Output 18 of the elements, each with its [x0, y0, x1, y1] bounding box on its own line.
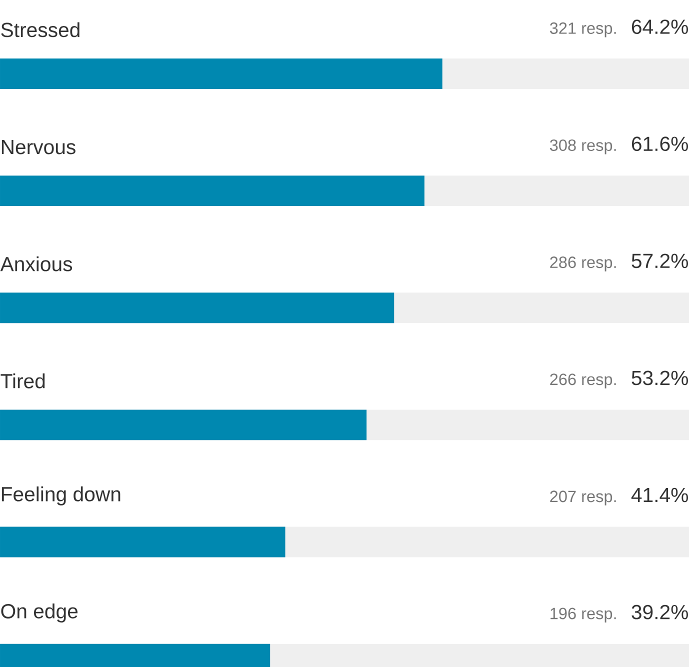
y-tick-label: Nervous [2, 140, 76, 154]
data-label: 61.6% [632, 136, 688, 151]
data-label: 39.2% [632, 604, 688, 620]
data-label: 64.2% [632, 19, 688, 34]
annotation: 207 resp. [550, 490, 616, 506]
data-label: 57.2% [632, 254, 688, 268]
y-tick-label: Stressed [1, 22, 80, 38]
annotation: 321 resp. [550, 22, 616, 38]
y-tick-label: Anxious [0, 256, 72, 272]
data-label: 41.4% [631, 488, 688, 502]
annotation: 266 resp. [550, 373, 616, 388]
y-tick-label: On edge [1, 603, 78, 622]
y-tick-label: Tired [0, 373, 45, 388]
data-label: 53.2% [632, 370, 688, 386]
annotation: 196 resp. [550, 608, 616, 622]
annotation: 286 resp. [550, 256, 616, 272]
annotation: 308 resp. [550, 139, 616, 154]
y-tick-label: Feeling down [2, 486, 120, 506]
